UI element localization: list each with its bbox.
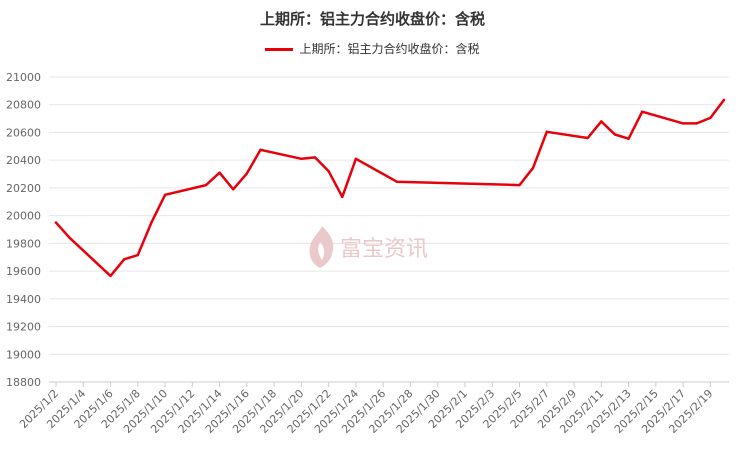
data-point [586, 136, 589, 140]
y-tick-label: 20000 [6, 210, 41, 223]
data-point [354, 157, 358, 160]
data-point [218, 171, 221, 174]
data-point [531, 166, 535, 169]
legend-swatch [265, 48, 294, 51]
data-point [136, 253, 139, 257]
watermark: 富宝资讯 [309, 226, 428, 268]
x-axis-ticks: 2025/1/22025/1/42025/1/62025/1/82025/1/1… [17, 387, 715, 436]
data-point [613, 133, 617, 136]
data-point [722, 98, 726, 102]
y-tick-label: 20400 [6, 154, 41, 167]
data-point [109, 274, 112, 278]
data-point [709, 116, 712, 120]
data-point [204, 183, 208, 187]
data-point [163, 193, 167, 196]
data-point [245, 172, 249, 175]
data-point [150, 221, 153, 224]
data-point [545, 130, 548, 133]
data-point [123, 258, 126, 261]
y-tick-label: 19800 [6, 237, 41, 250]
gridlines [49, 76, 729, 355]
y-tick-label: 19400 [6, 293, 41, 306]
data-point [327, 170, 330, 173]
axes [49, 381, 729, 387]
y-tick-label: 19600 [6, 265, 41, 278]
data-point [518, 183, 521, 187]
y-tick-label: 19000 [6, 348, 41, 361]
data-point [313, 156, 317, 159]
y-tick-label: 20800 [6, 99, 41, 112]
data-point [300, 157, 303, 160]
y-axis-ticks: 18800 19000 19200 19400 19600 19800 20000 20200… [6, 71, 41, 389]
chart-title: 上期所：铝主力合约收盘价：含税 [259, 10, 485, 28]
data-point [259, 148, 262, 151]
y-tick-label: 21000 [6, 71, 41, 84]
watermark-text: 富宝资讯 [340, 237, 428, 262]
data-point [232, 188, 235, 191]
flame-logo-icon [309, 226, 334, 268]
data-point [681, 122, 685, 125]
data-point [600, 120, 603, 123]
data-point [54, 221, 58, 224]
data-point [695, 122, 698, 125]
y-tick-label: 20600 [6, 126, 41, 139]
data-point [68, 236, 71, 239]
y-tick-label: 18800 [6, 376, 41, 389]
data-point [395, 180, 398, 183]
data-point [341, 195, 344, 199]
data-point [627, 137, 630, 140]
legend-label: 上期所：铝主力合约收盘价：含税 [299, 42, 480, 56]
series-line [54, 98, 726, 278]
series-layer [54, 98, 726, 278]
data-point [641, 110, 644, 113]
y-tick-label: 19200 [6, 321, 41, 334]
legend[interactable]: 上期所：铝主力合约收盘价：含税 [0, 40, 745, 57]
y-tick-label: 20200 [6, 182, 41, 195]
